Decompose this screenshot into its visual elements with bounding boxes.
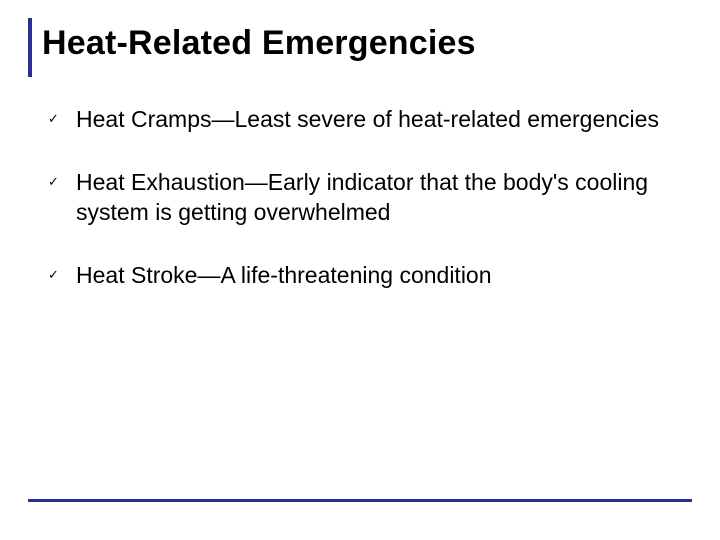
slide-title: Heat-Related Emergencies — [42, 24, 692, 63]
slide-body: ✓ Heat Cramps—Least severe of heat-relat… — [28, 105, 692, 291]
slide: Heat-Related Emergencies ✓ Heat Cramps—L… — [0, 0, 720, 540]
bottom-divider — [28, 499, 692, 502]
list-item-text: Heat Exhaustion—Early indicator that the… — [76, 168, 672, 227]
check-icon: ✓ — [48, 168, 66, 196]
check-icon: ✓ — [48, 105, 66, 133]
list-item: ✓ Heat Exhaustion—Early indicator that t… — [48, 168, 672, 227]
title-container: Heat-Related Emergencies — [28, 18, 692, 77]
list-item-text: Heat Stroke—A life-threatening condition — [76, 261, 492, 290]
list-item: ✓ Heat Stroke—A life-threatening conditi… — [48, 261, 672, 290]
list-item: ✓ Heat Cramps—Least severe of heat-relat… — [48, 105, 672, 134]
list-item-text: Heat Cramps—Least severe of heat-related… — [76, 105, 659, 134]
check-icon: ✓ — [48, 261, 66, 289]
